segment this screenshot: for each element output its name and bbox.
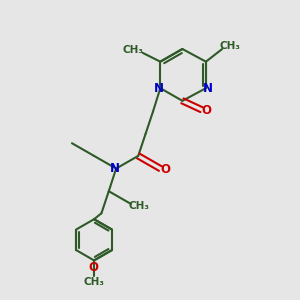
Text: CH₃: CH₃	[123, 45, 144, 55]
Text: O: O	[160, 163, 170, 176]
Text: N: N	[154, 82, 164, 95]
Text: CH₃: CH₃	[84, 277, 105, 287]
Text: N: N	[110, 162, 120, 175]
Text: CH₃: CH₃	[129, 201, 150, 211]
Text: O: O	[88, 261, 98, 274]
Text: CH₃: CH₃	[220, 41, 241, 51]
Text: N: N	[202, 82, 212, 95]
Text: O: O	[201, 104, 211, 117]
